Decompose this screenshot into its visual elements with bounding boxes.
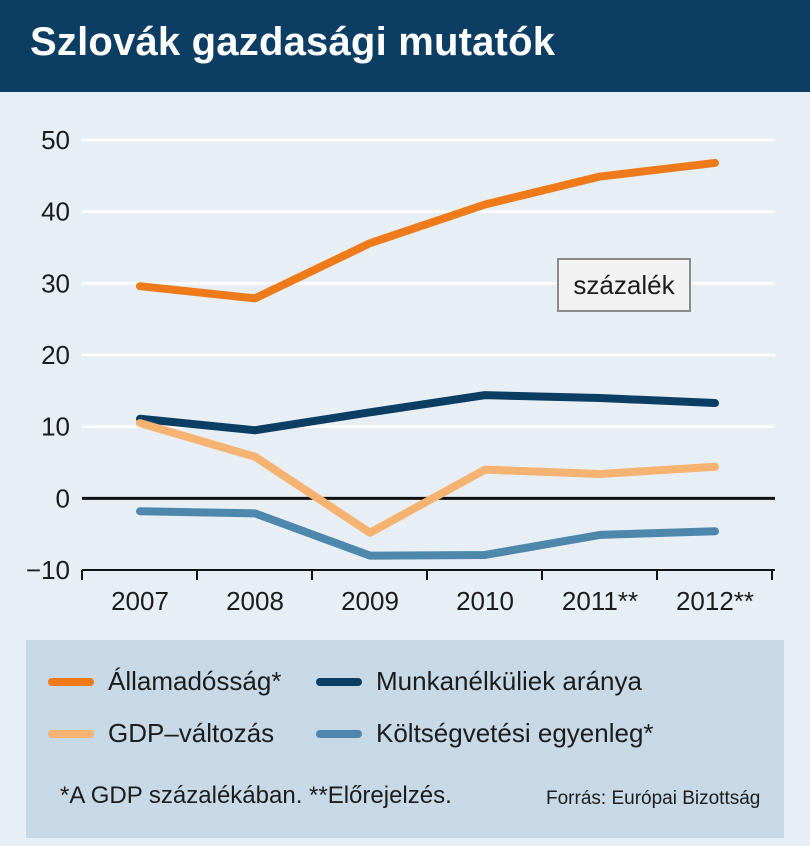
y-tick-label: 10 — [41, 412, 70, 442]
legend-swatch — [316, 677, 362, 686]
series-line-0 — [136, 158, 719, 303]
legend-item-munkanelkuliek: Munkanélküliek aránya — [316, 666, 642, 697]
x-tick-label: 2010 — [456, 586, 514, 616]
y-tick-label: −10 — [26, 555, 70, 585]
series-line-1 — [136, 391, 719, 435]
source-note: Forrás: Európai Bizottság — [546, 788, 761, 809]
legend-item-koltsegvetesi: Költségvetési egyenleg* — [316, 718, 654, 749]
y-tick-label: 0 — [56, 483, 70, 513]
unit-label: százalék — [573, 269, 675, 300]
legend-label: Államadósság* — [108, 666, 282, 696]
legend-panel: Államadósság* Munkanélküliek aránya GDP–… — [26, 640, 784, 838]
y-tick-label: 40 — [41, 197, 70, 227]
x-tick-label: 2008 — [226, 586, 284, 616]
legend-item-allamadossag: Államadósság* — [48, 666, 281, 697]
chart-header: Szlovák gazdasági mutatók — [0, 0, 810, 92]
legend-swatch — [48, 677, 94, 686]
y-tick-label: 20 — [41, 340, 70, 370]
series-line-2 — [136, 419, 719, 537]
series-line-3 — [136, 507, 719, 560]
legend-label: Költségvetési egyenleg* — [376, 718, 654, 748]
legend-label: Munkanélküliek aránya — [376, 666, 642, 696]
x-tick-label: 2009 — [341, 586, 399, 616]
legend-item-gdp-valtozas: GDP–változás — [48, 718, 274, 749]
footnote: *A GDP százalékában. **Előrejelzés. — [60, 782, 452, 809]
legend-swatch — [316, 729, 362, 738]
legend-label: GDP–változás — [108, 718, 275, 748]
x-tick-label: 2012** — [676, 586, 754, 616]
legend-swatch — [48, 729, 94, 738]
chart-title: Szlovák gazdasági mutatók — [30, 20, 556, 64]
y-tick-label: 30 — [41, 268, 70, 298]
unit-label-box: százalék — [557, 258, 691, 312]
x-tick-label: 2007 — [111, 586, 169, 616]
y-tick-label: 50 — [41, 125, 70, 155]
x-tick-label: 2011** — [562, 586, 638, 616]
